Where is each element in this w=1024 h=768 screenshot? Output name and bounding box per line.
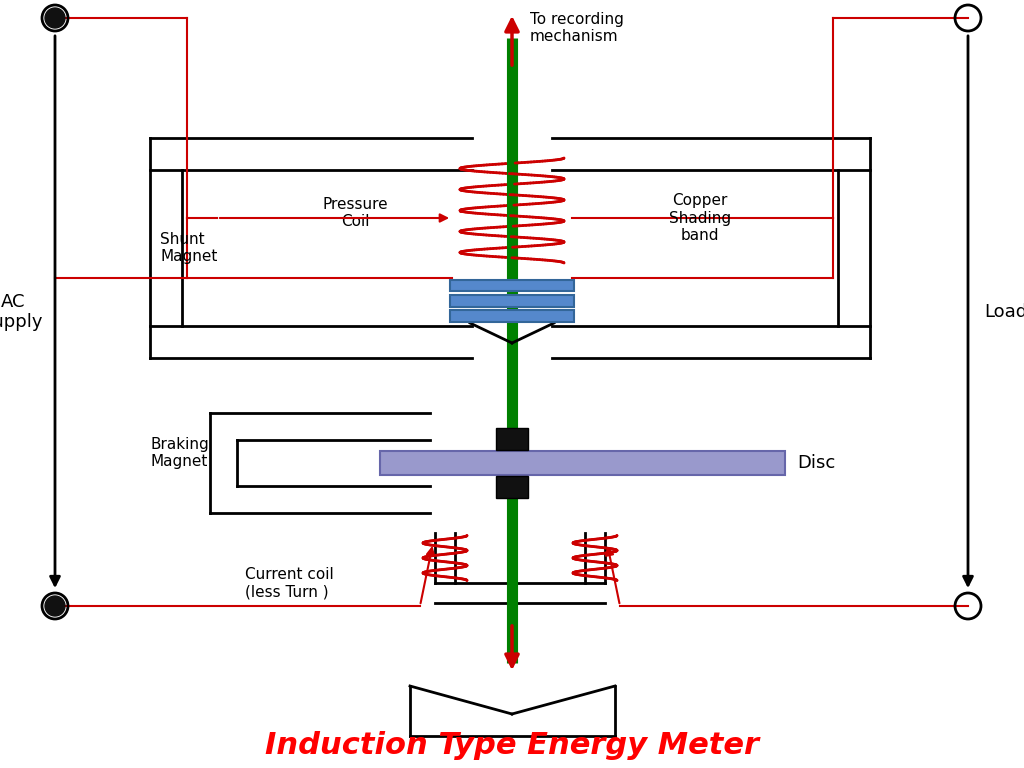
Text: Current coil
(less Turn ): Current coil (less Turn ): [245, 567, 334, 599]
Circle shape: [45, 8, 65, 28]
Bar: [450, 280, 574, 292]
Text: Shunt
Magnet: Shunt Magnet: [160, 232, 217, 264]
Bar: [496, 428, 528, 450]
Circle shape: [45, 596, 65, 616]
Bar: [450, 310, 574, 322]
Text: Induction Type Energy Meter: Induction Type Energy Meter: [265, 731, 759, 760]
Text: Copper
Shading
band: Copper Shading band: [669, 193, 731, 243]
Bar: [380, 451, 785, 475]
Text: To recording
mechanism: To recording mechanism: [530, 12, 624, 45]
Text: Disc: Disc: [797, 454, 836, 472]
Text: Pressure
Coil: Pressure Coil: [323, 197, 388, 229]
Bar: [496, 476, 528, 498]
Bar: [450, 296, 574, 306]
Text: Load: Load: [984, 303, 1024, 321]
Text: AC
Supply: AC Supply: [0, 293, 44, 332]
Text: Braking
Magnet: Braking Magnet: [150, 437, 209, 469]
